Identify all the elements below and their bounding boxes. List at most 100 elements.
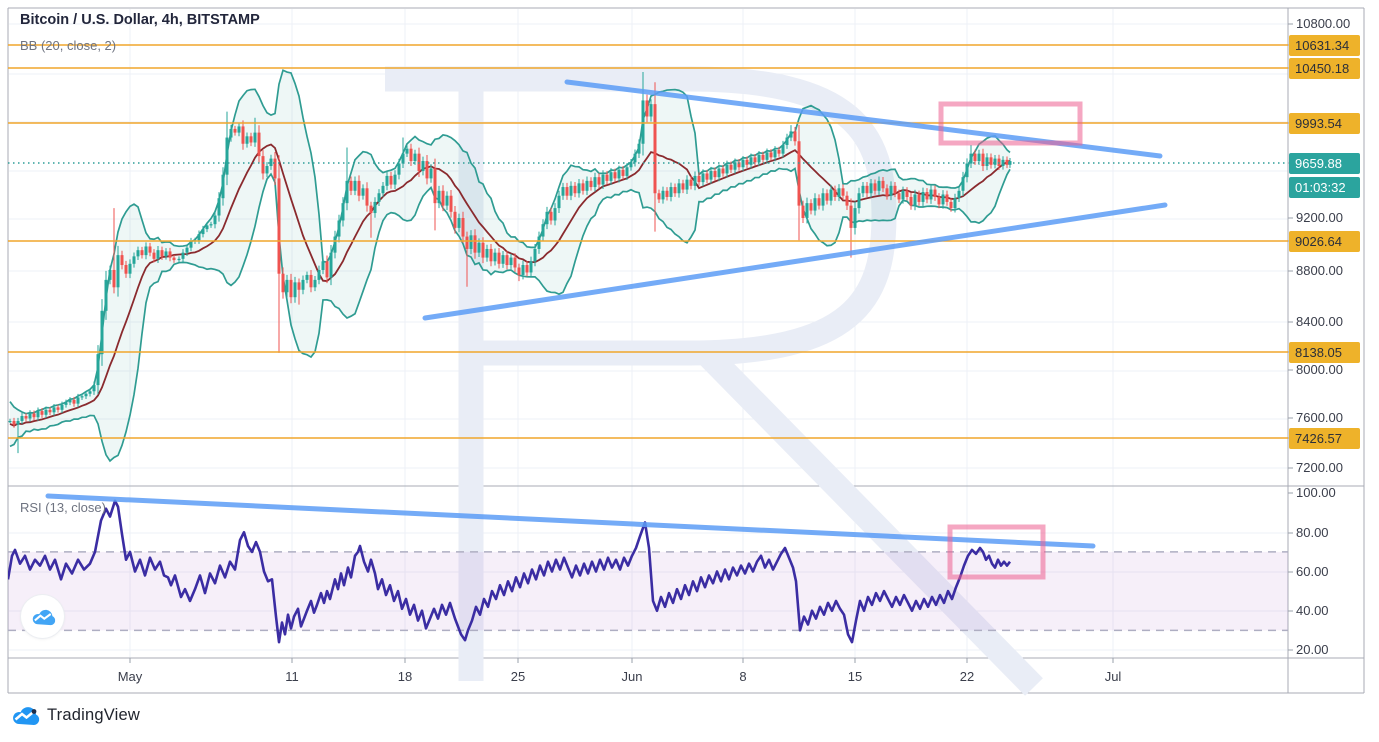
candle-body — [869, 183, 873, 194]
candle-body — [493, 252, 497, 262]
candle-body — [649, 104, 653, 117]
alert-price-tag: 10631.34 — [1289, 34, 1360, 56]
candle-body — [353, 180, 357, 191]
candle-body — [401, 153, 405, 164]
bb-lower-band — [9, 167, 1011, 463]
candle-body — [629, 162, 633, 168]
candle-body — [657, 193, 661, 200]
rsi-panel[interactable] — [8, 493, 1288, 644]
alert-price-tag: 7426.57 — [1289, 427, 1360, 449]
rsi-scale-label: 100.00 — [1296, 485, 1336, 500]
candle-body — [669, 187, 673, 197]
candle-body — [665, 190, 669, 197]
candle-body — [789, 131, 793, 138]
candle-body — [833, 189, 837, 197]
candle-body — [925, 192, 929, 200]
rsi-scale-label: 80.00 — [1296, 525, 1329, 540]
candle-body — [44, 409, 48, 415]
candle-body — [809, 203, 813, 211]
candle-body — [641, 100, 645, 144]
candle-body — [116, 255, 120, 288]
candle-body — [717, 168, 721, 178]
candle-body — [893, 185, 897, 194]
candle-body — [177, 258, 181, 261]
candle-body — [52, 407, 56, 413]
candle-body — [373, 201, 377, 214]
candle-body — [965, 163, 969, 178]
candle-body — [901, 190, 905, 200]
candle-body — [124, 265, 128, 274]
candle-body — [845, 195, 849, 206]
candle-body — [905, 190, 909, 197]
candle-body — [885, 188, 889, 196]
candle-body — [297, 282, 301, 290]
candle-body — [28, 413, 32, 419]
candle-body — [505, 255, 509, 266]
candle-body — [337, 220, 341, 237]
candle-body — [225, 137, 229, 175]
trendline[interactable] — [422, 202, 1168, 321]
candle-body — [861, 185, 865, 194]
candle-body — [645, 100, 649, 117]
candle-body — [56, 407, 60, 410]
candle-body — [517, 267, 521, 275]
candle-body — [229, 128, 233, 138]
candle-body — [128, 263, 132, 274]
candle-body — [917, 194, 921, 202]
rsi-scale-label: 40.00 — [1296, 603, 1329, 618]
highlight-box[interactable] — [938, 101, 1083, 146]
candle-body — [112, 269, 116, 288]
candle-body — [309, 274, 313, 288]
candle-body — [773, 149, 777, 158]
main-chart-panel[interactable] — [8, 44, 1288, 463]
candle-body — [949, 201, 953, 209]
tradingview-logo[interactable]: TradingView — [10, 705, 140, 726]
alert-price-tag: 9026.64 — [1289, 230, 1360, 252]
trendline[interactable] — [45, 493, 1096, 549]
candle-body — [597, 177, 601, 185]
candle-body — [849, 205, 853, 228]
time-scale-label: 25 — [510, 669, 526, 684]
candle-body — [625, 167, 629, 176]
candle-body — [253, 132, 257, 143]
candle-body — [32, 413, 36, 418]
candle-body — [477, 242, 481, 253]
candle-countdown-tag: 01:03:32 — [1289, 176, 1360, 198]
time-scale-label: Jul — [1104, 669, 1122, 684]
candle-body — [777, 149, 781, 154]
candle-body — [144, 246, 148, 256]
cloud-logo-button[interactable] — [21, 595, 64, 638]
candle-body — [957, 190, 961, 199]
candle-body — [945, 194, 949, 202]
bb-basis-line — [9, 143, 1011, 427]
candle-body — [205, 225, 209, 230]
candle-body — [941, 194, 945, 205]
candle-body — [529, 261, 533, 273]
candle-body — [933, 189, 937, 197]
candle-body — [321, 261, 325, 270]
candle-body — [713, 170, 717, 178]
rsi-indicator-label: RSI (13, close) — [20, 500, 106, 515]
candle-body — [325, 261, 329, 278]
candle-body — [565, 187, 569, 196]
candle-body — [405, 148, 409, 154]
candle-body — [897, 193, 901, 200]
candle-body — [425, 161, 429, 179]
candle-body — [841, 188, 845, 196]
candle-body — [273, 158, 277, 179]
candle-body — [837, 188, 841, 197]
candle-body — [577, 183, 581, 194]
candle-body — [213, 215, 217, 225]
candle-body — [76, 397, 80, 404]
candle-body — [461, 218, 465, 237]
watermark-bowl — [385, 66, 897, 366]
rsi-scale-label: 20.00 — [1296, 642, 1329, 657]
candle-body — [929, 189, 933, 200]
highlight-box[interactable] — [947, 524, 1046, 580]
candle-body — [441, 190, 445, 206]
candle-body — [589, 180, 593, 188]
candle-body — [409, 148, 413, 162]
candle-body — [433, 168, 437, 204]
candle-body — [805, 203, 809, 218]
